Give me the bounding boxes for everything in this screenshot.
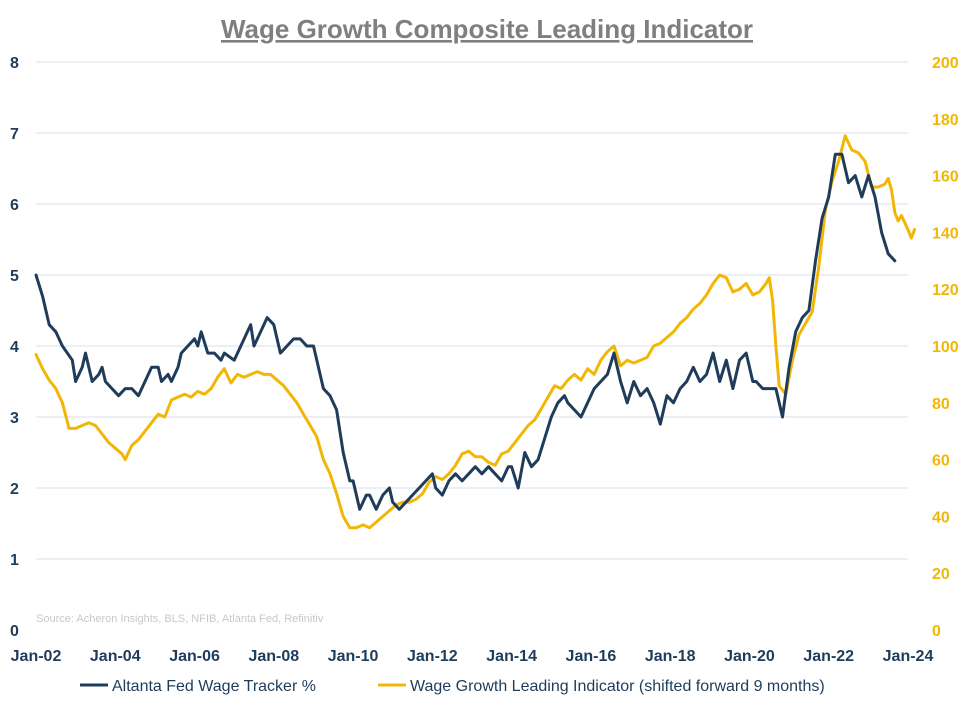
right-tick-label: 160 (932, 169, 959, 186)
series-line-wage-tracker (34, 152, 897, 511)
legend-label-wage-tracker: Altanta Fed Wage Tracker % (112, 678, 316, 695)
x-tick-label: Jan-20 (724, 648, 775, 665)
left-tick-label: 7 (10, 126, 19, 143)
right-tick-label: 60 (932, 453, 950, 470)
legend-label-leading-indicator: Wage Growth Leading Indicator (shifted f… (410, 678, 825, 695)
left-tick-label: 4 (10, 339, 19, 356)
left-tick-label: 1 (10, 552, 19, 569)
right-tick-label: 120 (932, 282, 959, 299)
left-tick-label: 6 (10, 197, 19, 214)
right-axis-ticks: 0 20 40 60 80 100 120 140 160 180 200 (932, 55, 959, 640)
gridlines (36, 61, 908, 560)
x-tick-label: Jan-24 (883, 648, 934, 665)
x-tick-label: Jan-22 (803, 648, 854, 665)
x-tick-label: Jan-02 (11, 648, 62, 665)
left-tick-label: 8 (10, 55, 19, 72)
series-lines (34, 134, 917, 530)
right-tick-label: 200 (932, 55, 959, 72)
legend: Altanta Fed Wage Tracker % Wage Growth L… (80, 678, 825, 695)
right-tick-label: 100 (932, 339, 959, 356)
x-tick-label: Jan-06 (169, 648, 220, 665)
right-tick-label: 40 (932, 509, 950, 526)
series-line-leading-indicator (34, 134, 917, 530)
right-tick-label: 80 (932, 396, 950, 413)
x-axis-ticks: Jan-02 Jan-04 Jan-06 Jan-08 Jan-10 Jan-12 Jan-… (11, 648, 934, 665)
right-tick-label: 180 (932, 112, 959, 129)
left-tick-label: 5 (10, 268, 19, 285)
x-tick-label: Jan-16 (566, 648, 617, 665)
x-tick-label: Jan-10 (328, 648, 379, 665)
right-tick-label: 140 (932, 225, 959, 242)
x-tick-label: Jan-14 (486, 648, 537, 665)
source-note: Source: Acheron Insights, BLS, NFIB, Atl… (36, 613, 324, 625)
x-tick-label: Jan-08 (248, 648, 299, 665)
x-tick-label: Jan-04 (90, 648, 141, 665)
left-tick-label: 2 (10, 481, 19, 498)
left-tick-label: 3 (10, 410, 19, 427)
left-axis-ticks: 0 1 2 3 4 5 6 7 8 (10, 55, 19, 640)
chart-title: Wage Growth Composite Leading Indicator (221, 14, 753, 44)
x-tick-label: Jan-12 (407, 648, 458, 665)
right-tick-label: 0 (932, 623, 941, 640)
x-tick-label: Jan-18 (645, 648, 696, 665)
right-tick-label: 20 (932, 566, 950, 583)
left-tick-label: 0 (10, 623, 19, 640)
